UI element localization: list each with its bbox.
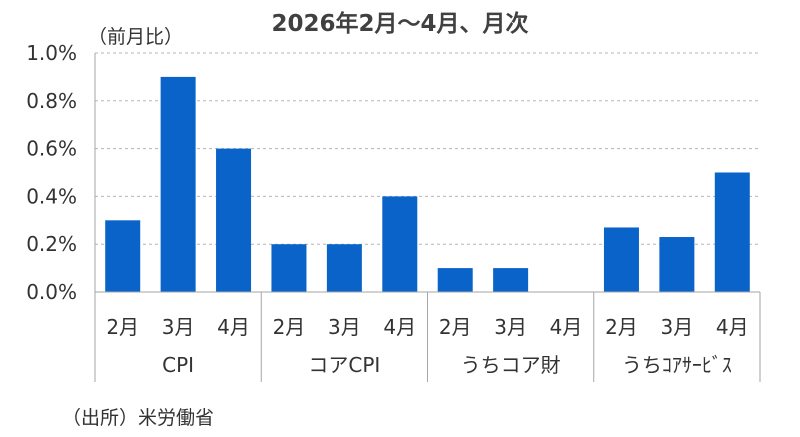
category-label: 3月 — [661, 315, 694, 339]
y-tick-label: 0.2% — [26, 232, 77, 256]
axes — [94, 53, 761, 382]
category-label: 2月 — [605, 315, 638, 339]
group-label: うちｺｱｻｰﾋﾞｽ — [622, 353, 732, 377]
y-axis-unit-label: （前月比） — [88, 26, 184, 48]
bar-2-3 — [382, 196, 418, 292]
bar-1-1 — [105, 220, 141, 292]
category-label: 2月 — [439, 315, 472, 339]
y-tick-label: 0.4% — [26, 184, 77, 208]
bar-3-1 — [437, 268, 473, 292]
bar-2-2 — [326, 244, 362, 292]
source-note: （出所）米労働省 — [62, 407, 215, 429]
bar-4-2 — [659, 237, 695, 292]
group-label: コアCPI — [308, 353, 380, 377]
bar-2-1 — [271, 244, 307, 292]
bars — [105, 76, 750, 293]
category-label: 4月 — [217, 315, 250, 339]
category-label: 3月 — [494, 315, 527, 339]
category-label: 2月 — [106, 315, 139, 339]
category-label: 2月 — [273, 315, 306, 339]
chart-title: 2026年2月～4月、月次 — [271, 11, 529, 37]
bar-3-2 — [493, 268, 529, 292]
category-label: 4月 — [383, 315, 416, 339]
category-label: 3月 — [328, 315, 361, 339]
y-tick-label: 0.6% — [26, 137, 77, 161]
category-label: 4月 — [550, 315, 583, 339]
bar-4-1 — [603, 227, 639, 292]
category-label: 4月 — [716, 315, 749, 339]
bar-1-2 — [160, 76, 196, 293]
category-label: 3月 — [162, 315, 195, 339]
bar-4-3 — [714, 172, 750, 292]
bar-1-3 — [216, 148, 252, 292]
gridlines — [95, 52, 760, 245]
group-label: うちコア財 — [461, 353, 561, 377]
group-label: CPI — [162, 353, 194, 377]
y-tick-label: 0.0% — [26, 280, 77, 304]
y-tick-label: 0.8% — [26, 89, 77, 113]
y-tick-label: 1.0% — [26, 41, 77, 65]
